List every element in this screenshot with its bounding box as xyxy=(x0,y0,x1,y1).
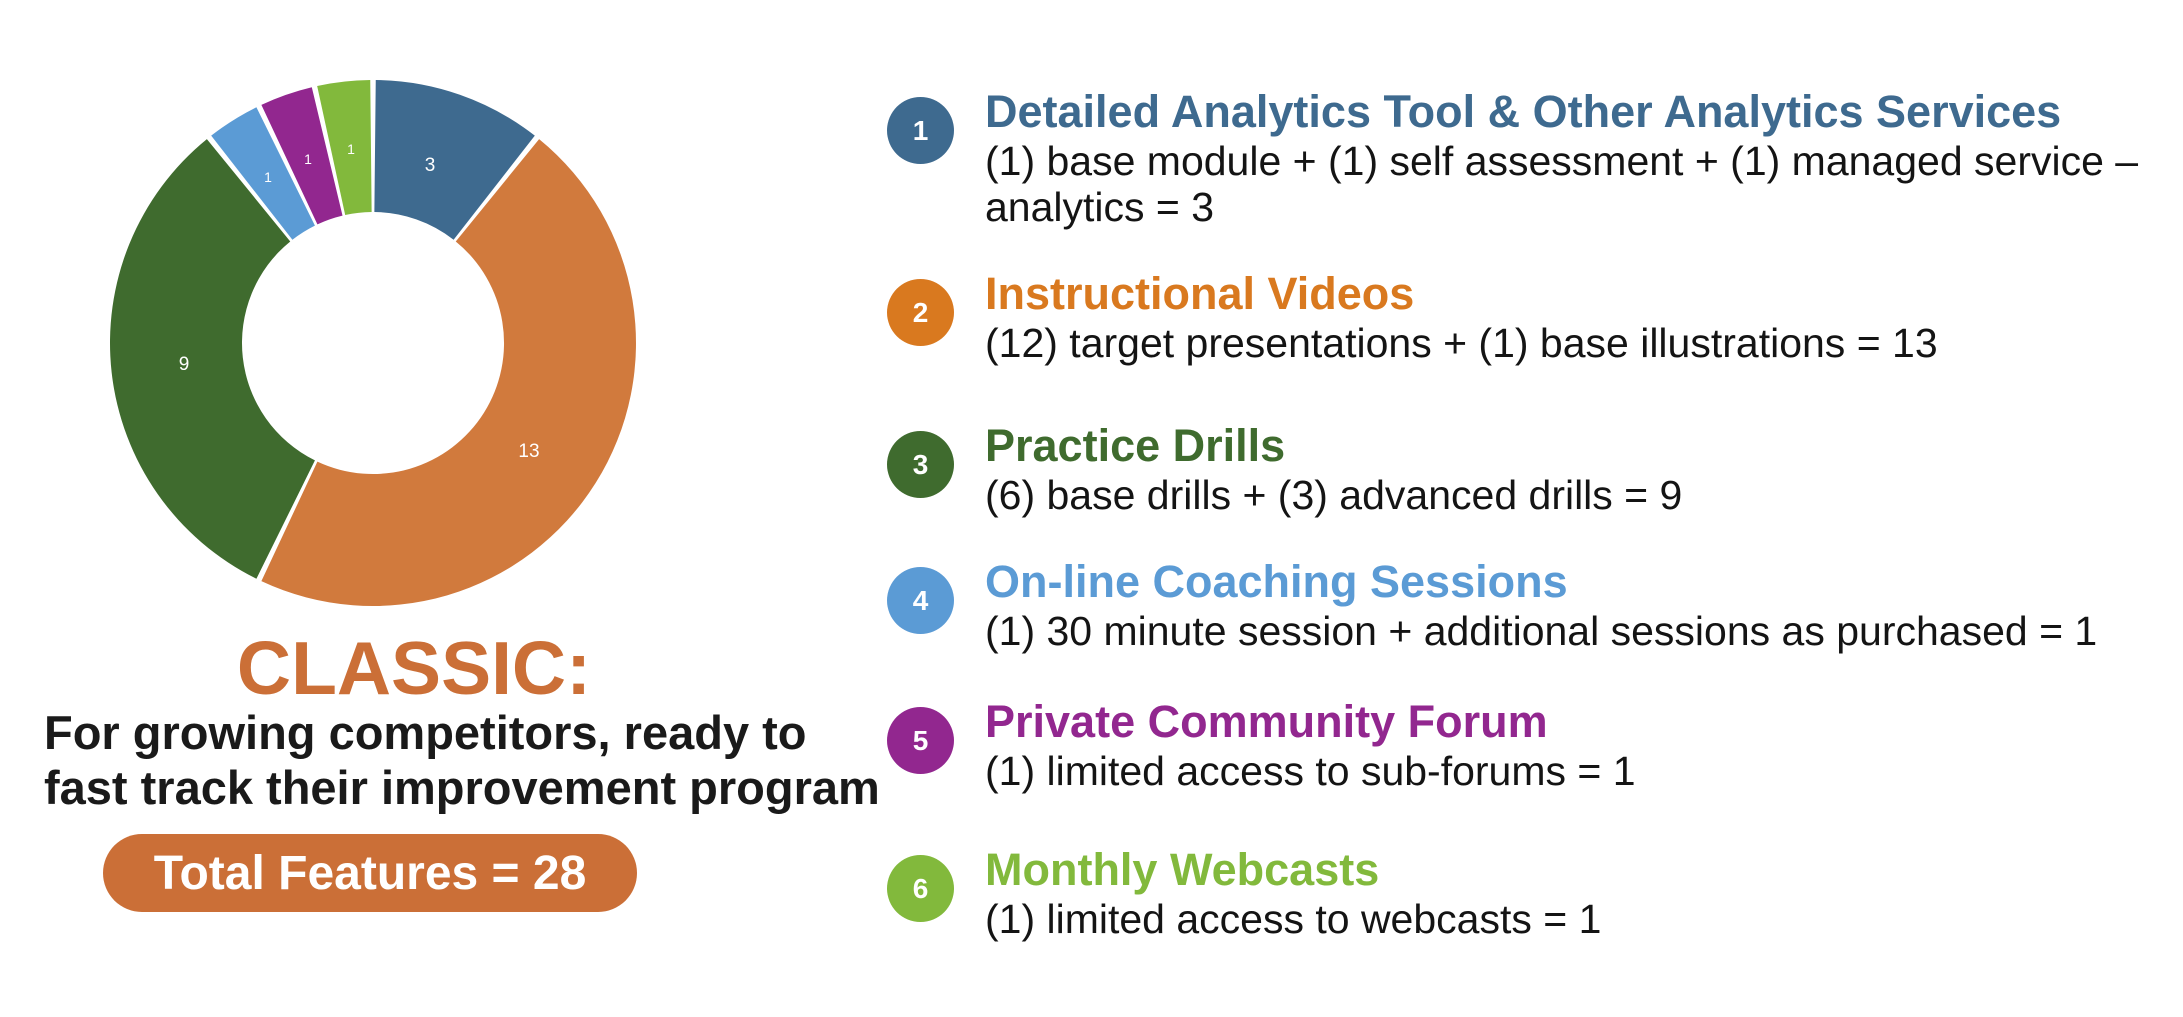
svg-text:13: 13 xyxy=(518,441,539,462)
svg-text:1: 1 xyxy=(304,151,312,167)
svg-text:9: 9 xyxy=(179,354,190,375)
svg-text:1: 1 xyxy=(264,169,272,185)
svg-text:3: 3 xyxy=(425,155,436,176)
svg-text:1: 1 xyxy=(347,141,355,157)
